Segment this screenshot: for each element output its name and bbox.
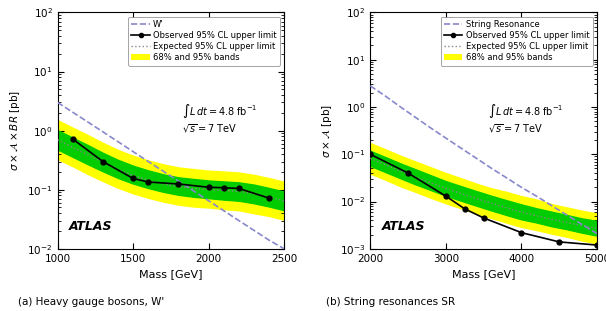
Text: ATLAS: ATLAS xyxy=(69,220,112,233)
Y-axis label: $\sigma \times \mathcal{A} \times BR$ [pb]: $\sigma \times \mathcal{A} \times BR$ [p… xyxy=(8,90,22,171)
Legend: String Resonance, Observed 95% CL upper limit, Expected 95% CL upper limit, 68% : String Resonance, Observed 95% CL upper … xyxy=(441,16,593,66)
Text: (b) String resonances SR: (b) String resonances SR xyxy=(326,297,456,307)
Text: (a) Heavy gauge bosons, W': (a) Heavy gauge bosons, W' xyxy=(18,297,164,307)
Y-axis label: $\sigma \times \mathcal{A}$ [pb]: $\sigma \times \mathcal{A}$ [pb] xyxy=(321,104,335,158)
X-axis label: Mass [GeV]: Mass [GeV] xyxy=(139,269,202,279)
Text: $\int L\,dt = 4.8$ fb$^{-1}$
$\sqrt{s} = 7$ TeV: $\int L\,dt = 4.8$ fb$^{-1}$ $\sqrt{s} =… xyxy=(488,102,564,135)
X-axis label: Mass [GeV]: Mass [GeV] xyxy=(452,269,515,279)
Text: $\int L\,dt = 4.8$ fb$^{-1}$
$\sqrt{s} = 7$ TeV: $\int L\,dt = 4.8$ fb$^{-1}$ $\sqrt{s} =… xyxy=(182,102,258,135)
Legend: W', Observed 95% CL upper limit, Expected 95% CL upper limit, 68% and 95% bands: W', Observed 95% CL upper limit, Expecte… xyxy=(128,16,280,66)
Text: ATLAS: ATLAS xyxy=(382,220,425,233)
